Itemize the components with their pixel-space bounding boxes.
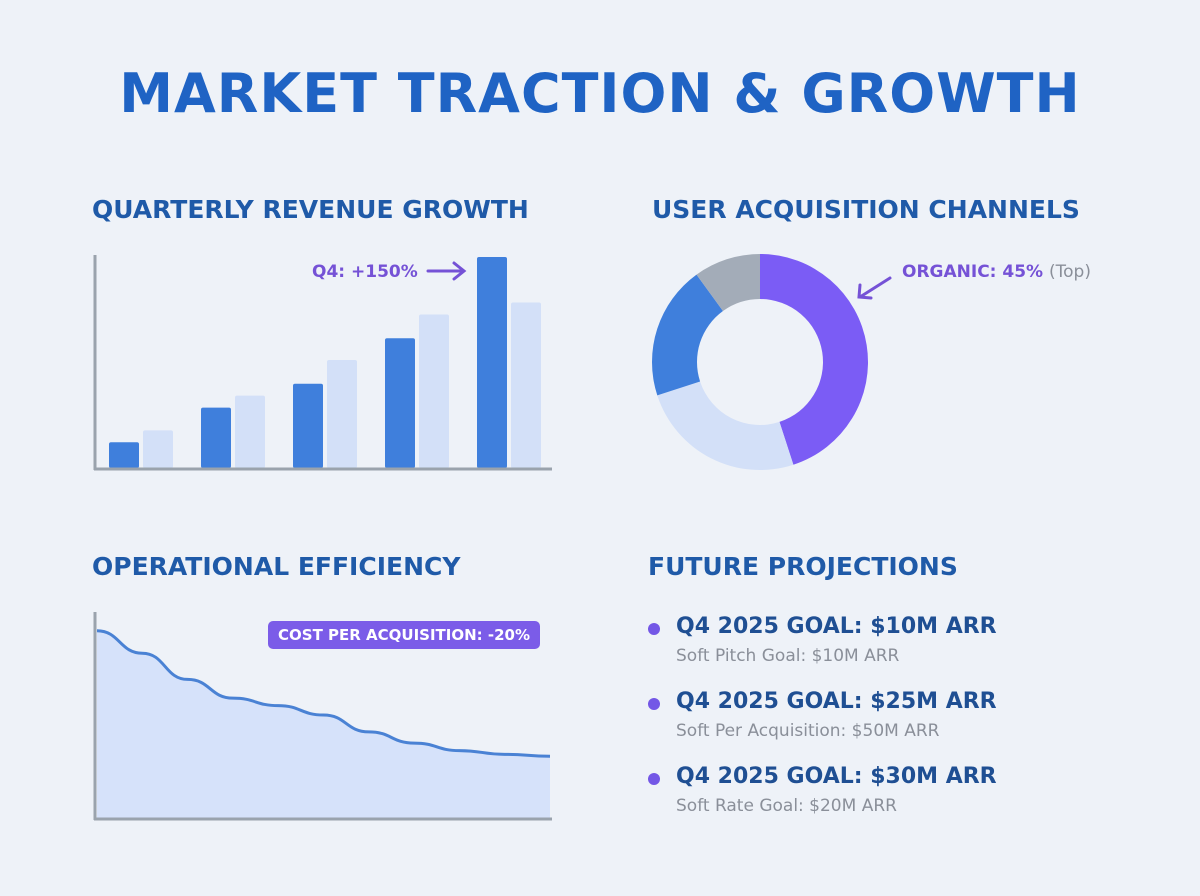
revenue-bar <box>419 314 449 468</box>
projection-item: Q4 2025 GOAL: $25M ARR Soft Per Acquisit… <box>648 689 1148 749</box>
acquisition-chart-title: USER ACQUISITION CHANNELS <box>652 195 1080 224</box>
efficiency-area <box>97 630 550 818</box>
efficiency-line <box>96 629 551 758</box>
revenue-chart-title: QUARTERLY REVENUE GROWTH <box>92 195 529 224</box>
revenue-bar <box>201 407 231 468</box>
projection-title: Q4 2025 GOAL: $25M ARR <box>676 689 997 714</box>
projection-sub: Soft Per Acquisition: $50M ARR <box>676 721 940 741</box>
projection-item: Q4 2025 GOAL: $30M ARR Soft Rate Goal: $… <box>648 764 1148 824</box>
efficiency-chart-title: OPERATIONAL EFFICIENCY <box>92 552 461 581</box>
projection-title: Q4 2025 GOAL: $30M ARR <box>676 764 997 789</box>
arrow-icon <box>426 261 467 281</box>
organic-note: (Top) <box>1049 262 1091 282</box>
projection-sub: Soft Rate Goal: $20M ARR <box>676 796 897 816</box>
organic-label: ORGANIC: 45% <box>902 262 1044 282</box>
projections-title: FUTURE PROJECTIONS <box>648 552 958 581</box>
donut-slice <box>696 254 760 312</box>
projection-title: Q4 2025 GOAL: $10M ARR <box>676 614 997 639</box>
bullet-icon <box>648 698 660 710</box>
projection-item: Q4 2025 GOAL: $10M ARR Soft Pitch Goal: … <box>648 614 1148 674</box>
bullet-icon <box>648 623 660 635</box>
bullet-icon <box>648 773 660 785</box>
donut-slice <box>760 254 868 465</box>
revenue-bar <box>327 360 357 468</box>
revenue-bar <box>235 395 265 468</box>
revenue-bar <box>511 302 541 468</box>
projection-sub: Soft Pitch Goal: $10M ARR <box>676 646 900 666</box>
revenue-bar <box>477 256 507 468</box>
revenue-bar <box>109 442 139 468</box>
donut-slice <box>652 274 723 396</box>
donut-slice <box>657 381 794 471</box>
page-title: MARKET TRACTION & GROWTH <box>119 62 1081 125</box>
revenue-bar <box>385 338 415 468</box>
revenue-annotation: Q4: +150% <box>312 262 418 282</box>
arrow-icon <box>857 276 892 300</box>
organic-annotation: ORGANIC: 45% (Top) <box>902 262 1091 282</box>
revenue-bar <box>143 430 173 468</box>
revenue-bar <box>293 383 323 468</box>
cpa-badge: COST PER ACQUISITION: -20% <box>268 621 541 649</box>
